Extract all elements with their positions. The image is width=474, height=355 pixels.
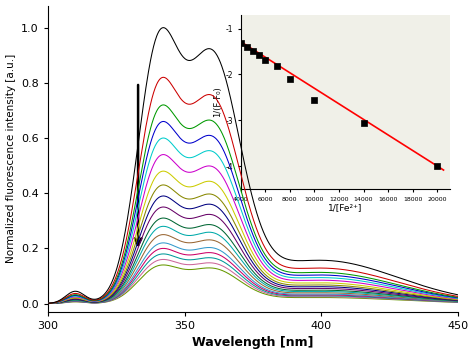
X-axis label: Wavelength [nm]: Wavelength [nm] bbox=[192, 337, 314, 349]
Y-axis label: Normalized fluorescence intensity [a.u.]: Normalized fluorescence intensity [a.u.] bbox=[6, 54, 16, 263]
